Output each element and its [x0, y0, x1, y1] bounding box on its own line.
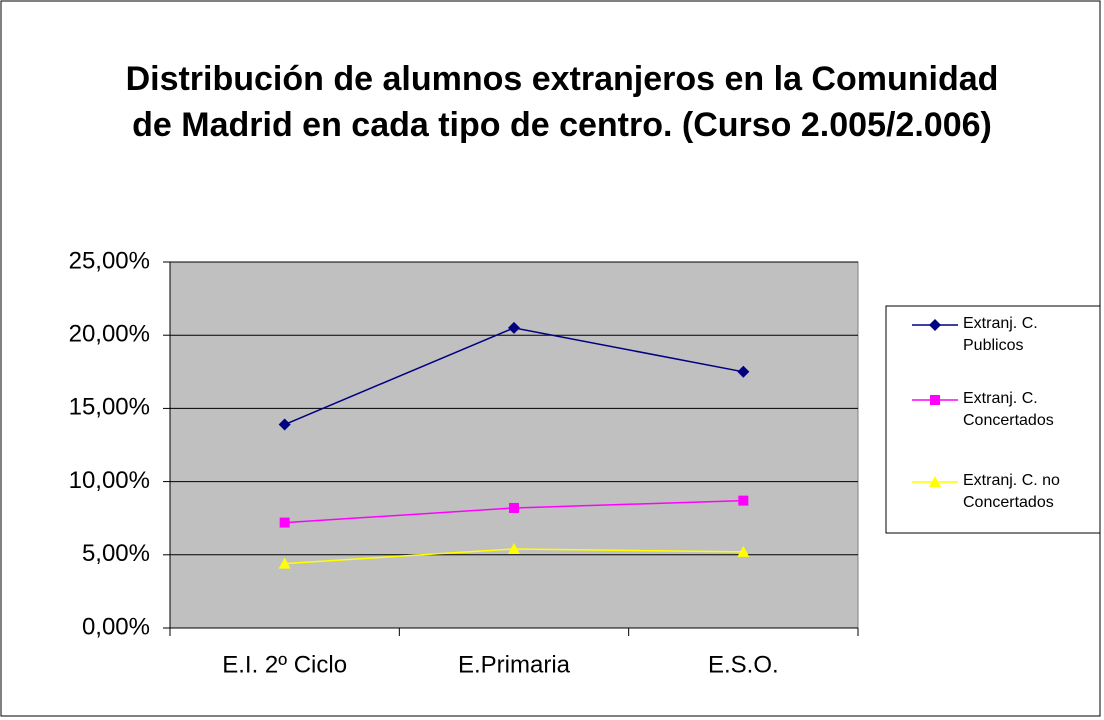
y-tick-label: 15,00%	[69, 394, 150, 421]
y-tick-label: 10,00%	[69, 467, 150, 494]
data-point	[738, 495, 749, 506]
legend-box	[885, 305, 1101, 534]
legend-marker	[929, 476, 941, 487]
legend-label: Extranj. C. Publicos	[963, 315, 1038, 354]
chart-title: Distribución de alumnos extranjeros en l…	[125, 60, 999, 144]
data-point	[279, 517, 290, 528]
legend-marker	[930, 395, 940, 405]
y-tick-label: 0,00%	[82, 613, 150, 640]
legend-label: Extranj. C. no Concertados	[963, 472, 1060, 511]
y-tick-label: 25,00%	[69, 247, 150, 274]
data-point	[508, 321, 520, 334]
legend-marker	[929, 319, 941, 331]
data-point	[508, 542, 520, 554]
y-tick-label: 20,00%	[69, 321, 150, 348]
x-tick-label: E.Primaria	[458, 651, 571, 678]
legend-label: Extranj. C. Concertados	[963, 390, 1054, 429]
y-tick-label: 5,00%	[82, 540, 150, 567]
data-point	[278, 418, 291, 431]
data-point	[737, 365, 750, 378]
data-point	[278, 557, 291, 569]
plot-area	[169, 261, 859, 629]
x-tick-label: E.I. 2º Ciclo	[222, 651, 347, 678]
data-point	[737, 545, 750, 557]
data-point	[509, 502, 519, 513]
x-tick-label: E.S.O.	[708, 651, 779, 678]
